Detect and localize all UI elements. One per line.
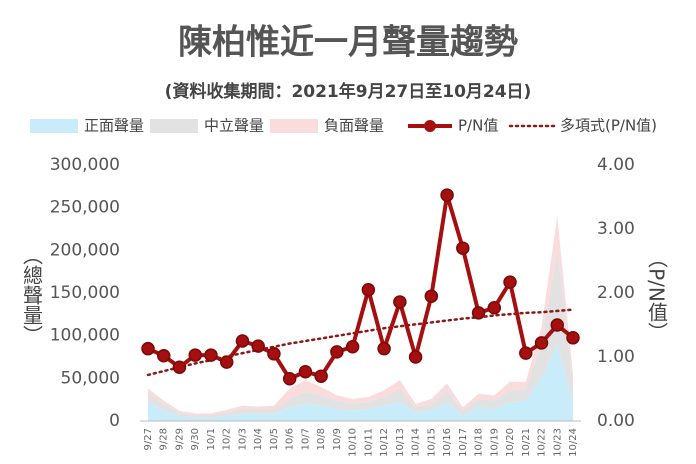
legend-label: 正面聲量 (84, 117, 144, 135)
x-tick-label: 10/21 (521, 428, 532, 457)
area (148, 344, 573, 421)
chart-title: 陳柏惟近一月聲量趨勢 (178, 23, 518, 63)
y2-tick-label: 3.00 (597, 219, 635, 239)
x-tick-label: 10/16 (442, 428, 453, 457)
x-tick-label: 9/30 (190, 428, 201, 450)
x-tick-label: 10/8 (316, 428, 327, 450)
x-tick-label: 10/19 (489, 428, 500, 457)
x-tick-label: 10/2 (222, 428, 233, 450)
y-tick-label: 250,000 (50, 198, 120, 218)
x-tick-label: 9/29 (174, 428, 185, 450)
x-tick-label: 10/22 (537, 428, 548, 457)
x-tick-label: 10/23 (552, 428, 563, 457)
pn-marker (172, 360, 187, 374)
pn-marker (471, 306, 486, 320)
pn-marker (408, 350, 423, 364)
pn-marker (141, 341, 155, 356)
pn-marker (456, 241, 470, 255)
y-tick-label: 0 (109, 411, 120, 431)
x-tick-label: 10/10 (348, 428, 359, 457)
legend-label: 中立聲量 (204, 117, 264, 135)
y-tick-label: 150,000 (50, 283, 120, 303)
legend-swatch (424, 120, 436, 132)
y2-tick-label: 1.00 (597, 347, 635, 367)
x-tick-label: 10/15 (426, 428, 437, 457)
x-tick-label: 9/28 (159, 428, 170, 450)
pn-marker (204, 348, 218, 362)
pn-marker (424, 289, 439, 303)
x-tick-label: 9/27 (143, 428, 154, 450)
pn-marker (440, 188, 454, 202)
x-tick-label: 10/13 (395, 428, 406, 457)
x-tick-label: 10/5 (269, 428, 280, 450)
y-axis-label: （總聲量） (20, 245, 44, 345)
pn-marker (566, 331, 580, 345)
x-tick-label: 10/4 (253, 428, 264, 450)
y-tick-label: 300,000 (50, 155, 120, 175)
y2-tick-label: 0.00 (597, 411, 635, 431)
pn-marker (219, 355, 234, 369)
legend-swatch (270, 119, 318, 133)
y2-axis-label: （P/N值） (645, 248, 669, 342)
x-tick-label: 10/17 (458, 428, 469, 457)
x-tick-label: 10/6 (285, 428, 296, 450)
pn-marker (361, 283, 376, 297)
x-tick-label: 10/7 (300, 428, 311, 450)
x-tick-label: 10/9 (332, 428, 343, 450)
pn-marker (251, 339, 265, 353)
x-tick-label: 10/18 (474, 428, 485, 457)
pn-marker (156, 348, 171, 363)
legend-label: P/N值 (458, 117, 498, 135)
x-tick-label: 10/20 (505, 428, 516, 457)
pn-marker (377, 341, 391, 356)
chart-subtitle: (資料收集期間：2021年9月27日至10月24日) (165, 81, 532, 102)
pn-marker (550, 318, 565, 332)
pn-marker (487, 300, 502, 315)
pn-marker (330, 345, 344, 359)
x-tick-label: 10/1 (206, 428, 217, 450)
pn-marker (503, 275, 517, 289)
legend-label: 負面聲量 (324, 117, 384, 135)
y2-tick-label: 4.00 (597, 155, 635, 175)
pn-marker (393, 295, 407, 309)
x-tick-label: 10/12 (379, 428, 390, 457)
pn-marker (345, 340, 360, 354)
pn-marker (267, 347, 281, 361)
x-tick-label: 10/24 (568, 428, 579, 457)
x-tick-label: 10/14 (411, 428, 422, 457)
pn-marker (188, 348, 202, 362)
y-tick-label: 100,000 (50, 326, 120, 346)
y-tick-label: 200,000 (50, 240, 120, 260)
pn-line (147, 193, 575, 381)
x-tick-label: 10/11 (363, 428, 374, 457)
pn-marker (235, 334, 250, 348)
legend-swatch (150, 119, 198, 133)
legend-label: 多項式(P/N值) (560, 117, 657, 135)
y2-tick-label: 2.00 (597, 283, 635, 303)
x-tick-label: 10/3 (237, 428, 248, 450)
pn-marker (282, 372, 297, 386)
y-tick-label: 50,000 (61, 368, 120, 388)
pn-marker (519, 346, 533, 360)
legend-swatch (30, 119, 78, 133)
pn-marker (534, 336, 549, 350)
pn-marker (314, 369, 328, 383)
pn-marker (298, 364, 313, 379)
